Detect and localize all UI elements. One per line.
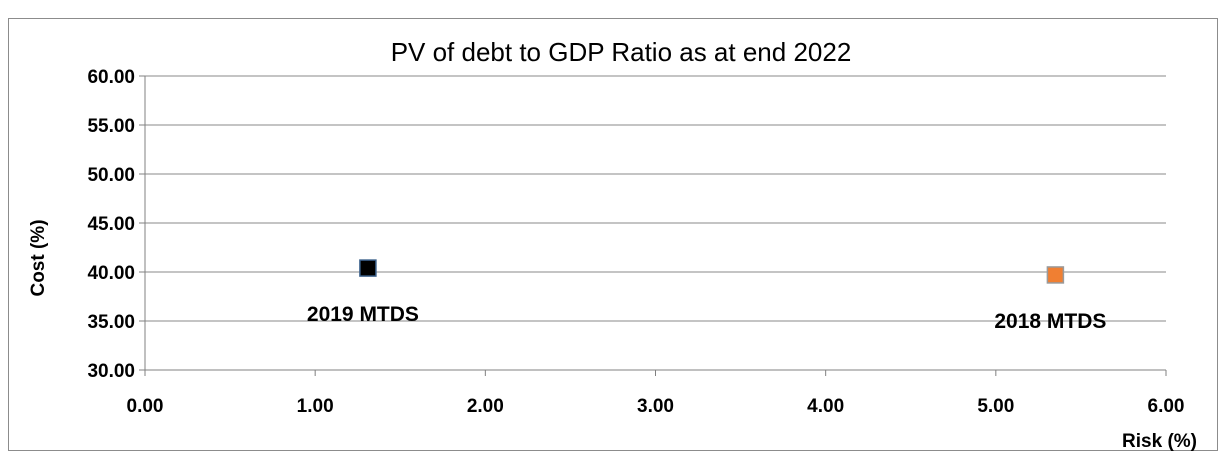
x-tick-label: 3.00 xyxy=(637,396,674,417)
data-point-2018-mtds xyxy=(1046,266,1065,284)
data-points xyxy=(359,259,1065,284)
y-axis-title: Cost (%) xyxy=(28,219,49,296)
y-tick-label: 40.00 xyxy=(87,263,135,284)
x-tick-label: 0.00 xyxy=(127,396,164,417)
x-tick-label: 6.00 xyxy=(1148,396,1185,417)
chart-frame xyxy=(8,18,1218,451)
x-tick-label: 2.00 xyxy=(467,396,504,417)
chart-title: PV of debt to GDP Ratio as at end 2022 xyxy=(391,37,852,67)
point-label-2019-mtds: 2019 MTDS xyxy=(307,303,419,326)
x-tick-label: 5.00 xyxy=(977,396,1014,417)
gridlines xyxy=(139,75,1167,376)
point-label-2018-mtds: 2018 MTDS xyxy=(994,310,1106,333)
x-tick-label: 1.00 xyxy=(297,396,334,417)
point-labels: 2019 MTDS 2018 MTDS xyxy=(307,303,1107,333)
tick-labels: 30.00 35.00 40.00 45.00 50.00 55.00 60.00 0.00 1… xyxy=(87,67,1184,417)
x-axis-title: Risk (%) xyxy=(1122,431,1197,452)
y-tick-label: 55.00 xyxy=(87,116,135,137)
x-tick-label: 4.00 xyxy=(807,396,844,417)
y-tick-label: 35.00 xyxy=(87,312,135,333)
y-tick-label: 60.00 xyxy=(87,67,135,88)
y-tick-label: 30.00 xyxy=(87,361,135,382)
y-tick-label: 50.00 xyxy=(87,165,135,186)
y-tick-label: 45.00 xyxy=(87,214,135,235)
data-point-2019-mtds xyxy=(359,259,377,277)
